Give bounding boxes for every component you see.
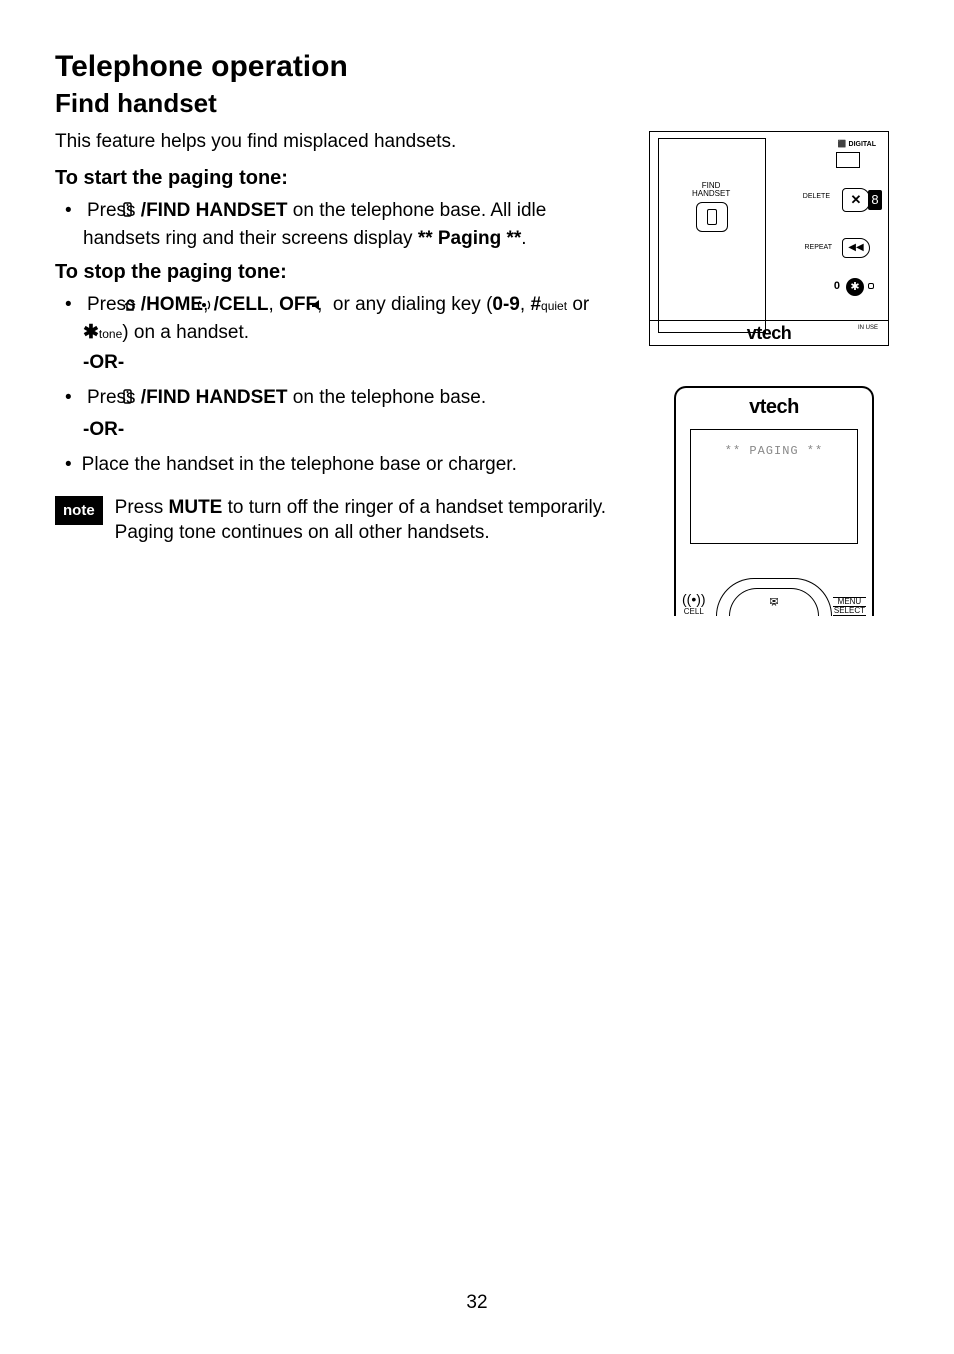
base-brand: vtech: [650, 320, 888, 346]
stop-step-2: Press /FIND HANDSET on the telephone bas…: [55, 385, 619, 442]
indicator-dot: [868, 283, 874, 289]
stop-step-3: Place the handset in the telephone base …: [55, 452, 619, 478]
intro-text: This feature helps you find misplaced ha…: [55, 131, 619, 153]
digital-label: ⬛ DIGITAL: [838, 140, 876, 148]
caret-icon: ⌃: [769, 601, 778, 614]
start-step: Press /FIND HANDSET on the telephone bas…: [55, 198, 619, 251]
handset-brand: vtech: [676, 388, 872, 419]
note-badge: note: [55, 496, 103, 525]
handset-illustration: vtech ** PAGING ** ((•)) CELL ✉ ⌃: [674, 386, 874, 616]
page-number: 32: [0, 1292, 954, 1314]
find-handset-button: [696, 202, 728, 232]
page-title: Telephone operation: [55, 50, 899, 84]
menu-key: MENU SELECT: [833, 597, 866, 616]
wave-icon: [836, 152, 860, 168]
bluetooth-icon: ✱: [846, 278, 864, 296]
base-device-illustration: FINDHANDSET ⬛ DIGITAL DELETE ✕ 8 REPEAT …: [649, 131, 889, 346]
cell-key: ((•)) CELL: [682, 591, 706, 616]
nav-key-inner: ✉ ⌃: [729, 588, 819, 616]
nav-key-outer: ✉ ⌃: [716, 578, 832, 616]
repeat-label: REPEAT: [805, 244, 833, 251]
find-handset-label: FINDHANDSET: [692, 182, 730, 198]
section-title: Find handset: [55, 88, 899, 119]
cell-antenna-icon: ((•)): [682, 591, 706, 607]
start-heading: To start the paging tone:: [55, 167, 619, 190]
illustration-column: FINDHANDSET ⬛ DIGITAL DELETE ✕ 8 REPEAT …: [649, 131, 899, 616]
rewind-button: ◀◀: [842, 238, 870, 258]
count-display: 8: [868, 190, 882, 210]
note-block: note Press MUTE to turn off the ringer o…: [55, 496, 619, 545]
handset-screen: ** PAGING **: [690, 429, 858, 544]
stop-step-1: Press /HOME, /CELL, OFF, or any dialing …: [55, 292, 619, 375]
screen-text: ** PAGING **: [691, 430, 857, 458]
delete-label: DELETE: [803, 193, 830, 200]
main-column: This feature helps you find misplaced ha…: [55, 131, 619, 616]
zero-label: 0: [834, 280, 840, 292]
delete-button: ✕: [842, 188, 870, 212]
note-text: Press MUTE to turn off the ringer of a h…: [115, 496, 619, 545]
stop-heading: To stop the paging tone:: [55, 261, 619, 284]
